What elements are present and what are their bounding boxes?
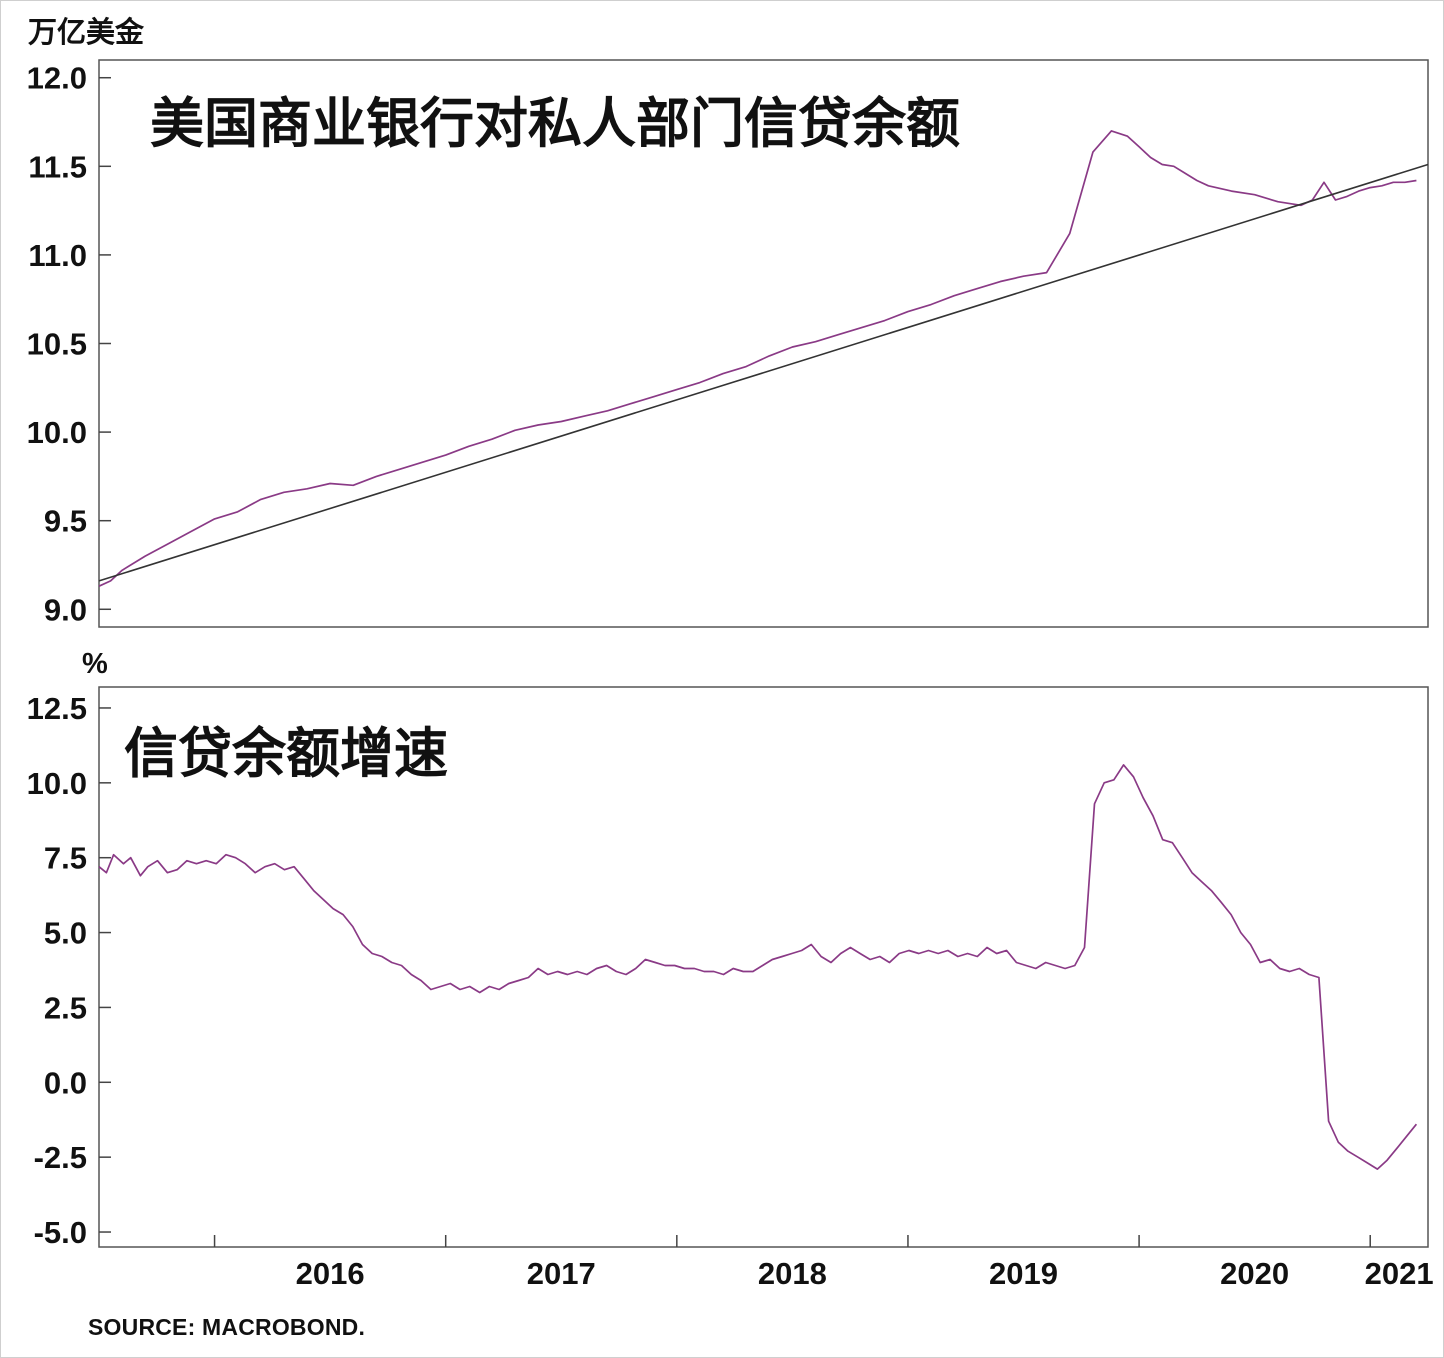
y-tick-label: 0.0 <box>44 1065 87 1100</box>
y-tick-label: 9.0 <box>44 592 87 627</box>
data-line <box>98 130 1417 587</box>
y-tick-label: 5.0 <box>44 916 87 951</box>
x-tick-label: 2019 <box>989 1256 1058 1291</box>
y-tick-label: 9.5 <box>44 504 87 539</box>
y-tick-label: 11.0 <box>28 238 87 273</box>
y-unit-label-top: 万亿美金 <box>28 15 145 49</box>
trend-line <box>98 163 1429 582</box>
y-tick-label: 11.5 <box>28 149 87 184</box>
y-tick-label: 10.5 <box>27 327 87 362</box>
y-tick-label: 7.5 <box>44 841 87 876</box>
y-tick-label: 2.5 <box>44 990 87 1025</box>
y-tick-label: 10.0 <box>27 415 87 450</box>
data-line <box>98 764 1418 1170</box>
y-tick-label: -5.0 <box>34 1215 87 1250</box>
x-tick-label: 2020 <box>1220 1256 1289 1291</box>
y-tick-label: -2.5 <box>34 1140 87 1175</box>
chart-title-bottom: 信贷余额增速 <box>124 724 448 784</box>
source-note: SOURCE: MACROBOND. <box>88 1314 366 1340</box>
y-tick-label: 12.5 <box>27 691 87 726</box>
x-tick-label: 2021 <box>1365 1256 1434 1291</box>
x-tick-label: 2016 <box>296 1256 365 1291</box>
x-tick-label: 2018 <box>758 1256 827 1291</box>
y-tick-label: 12.0 <box>27 61 87 96</box>
chart-title-top: 美国商业银行对私人部门信贷余额 <box>150 94 960 154</box>
plot-frame-1 <box>98 59 1429 628</box>
x-tick-label: 2017 <box>527 1256 596 1291</box>
y-unit-label-bottom: % <box>82 648 108 680</box>
y-tick-label: 10.0 <box>27 766 87 801</box>
plot-frame-2 <box>98 686 1429 1248</box>
